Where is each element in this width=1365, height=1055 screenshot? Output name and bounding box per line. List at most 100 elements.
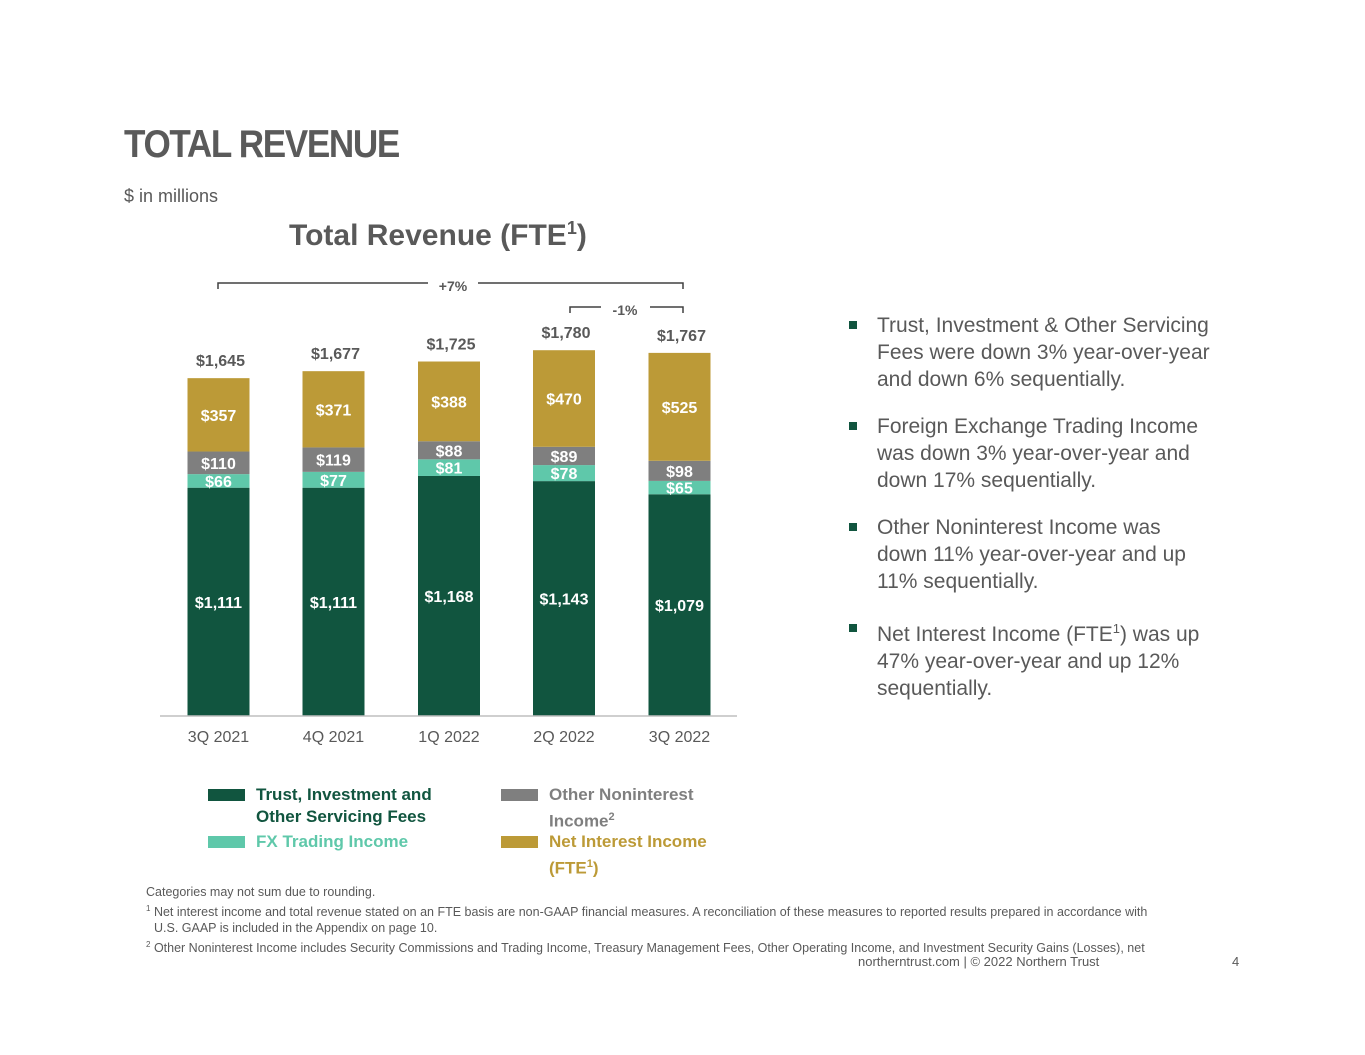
legend-swatch-other-noninterest [501,789,538,801]
legend-item-other-noninterest: Other Noninterest Income2 [501,784,694,833]
data-label-fx: $65 [666,481,693,498]
x-tick-label: 2Q 2022 [533,729,594,746]
bar-segment-other-noninterest [187,451,250,475]
data-label-other-noninterest: $110 [201,456,236,473]
page-number: 4 [1232,954,1240,969]
bullet-marker [849,523,857,531]
footnote-2-number: 2 [146,939,151,949]
footnote-1-line2: U.S. GAAP is included in the Appendix on… [154,921,438,936]
commentary-item: Other Noninterest Income was down 11% ye… [846,514,1266,595]
footnote-1: 1 Net interest income and total revenue … [146,901,1266,921]
commentary-line: Trust, Investment & Other Servicing [877,314,1209,337]
bar-segment-trust-fees [302,487,365,716]
bar-segment-nii [533,350,595,447]
chart-title-sup: 1 [566,218,577,238]
bullet-marker [849,624,857,632]
data-label-nii: $470 [546,392,582,409]
data-label-trust-fees: $1,079 [655,598,704,615]
commentary-line: Net Interest Income (FTE [877,623,1113,646]
yoy-change-label: +7% [439,278,468,294]
yoy-bracket [217,282,684,289]
commentary-line: sequentially. [877,677,993,700]
legend-swatch-nii [501,836,538,848]
footer-copyright: northerntrust.com | © 2022 Northern Trus… [858,954,1100,969]
data-label-nii: $371 [316,402,352,419]
commentary-line: Other Noninterest Income was [877,516,1161,539]
qoq-change-label: -1% [613,302,638,318]
data-label-fx: $66 [205,474,232,491]
bar-segment-trust-fees [187,487,250,716]
total-label: $1,725 [427,337,476,354]
data-label-trust-fees: $1,143 [540,592,589,609]
commentary-line: and down 6% sequentially. [877,368,1126,391]
bar-segment-nii [648,352,711,461]
commentary-line: down 17% sequentially. [877,469,1097,492]
legend-label-fx: FX Trading Income [256,832,409,851]
footnote-1-number: 1 [146,903,151,913]
data-label-other-noninterest: $98 [666,464,693,481]
legend-label-trust-fees: Trust, Investment and Other Servicing Fe… [256,784,432,828]
legend-label-other-line2: Income [549,811,609,831]
data-label-other-noninterest: $89 [551,449,578,466]
data-label-nii: $357 [201,408,237,425]
data-label-fx: $77 [320,473,347,490]
bar-segment-other-noninterest [648,460,711,481]
commentary-line: down 11% year-over-year and up [877,543,1186,566]
legend-label-other-line1: Other Noninterest [549,785,694,804]
bar-segment-other-noninterest [418,441,480,460]
legend-label-nii-sup: 1 [586,858,593,870]
data-label-fx: $81 [436,461,463,478]
legend-item-nii: Net Interest Income (FTE1) [501,831,707,880]
data-label-trust-fees: $1,111 [310,595,357,612]
legend-label-nii-line2: (FTE [549,858,587,878]
bar-segment-other-noninterest [533,446,595,466]
chart-title: Total Revenue (FTE1) [289,219,587,253]
total-label: $1,677 [311,346,360,363]
commentary-item: Foreign Exchange Trading Income was down… [846,413,1266,494]
page-title: TOTAL REVENUE [124,123,400,166]
bar-segment-nii [418,361,480,442]
footnote-2: 2 Other Noninterest Income includes Secu… [146,937,1266,957]
data-label-other-noninterest: $119 [316,453,351,470]
data-label-nii: $525 [662,400,698,417]
chart-title-close: ) [576,219,587,252]
commentary-line-tail: ) was up [1119,623,1200,646]
footnote-2-text: Other Noninterest Income includes Securi… [153,940,1145,955]
total-label: $1,780 [542,325,591,342]
commentary-item: Net Interest Income (FTE1) was up 47% ye… [846,615,1266,702]
legend-swatch-trust-fees [208,789,245,801]
x-tick-label: 3Q 2022 [649,729,710,746]
total-label: $1,645 [196,353,245,370]
legend-label-nii-line1: Net Interest Income [549,832,707,851]
chart-title-text: Total Revenue (FTE [289,219,567,252]
bar-segment-fx [533,465,595,482]
data-label-nii: $388 [431,394,467,411]
footnotes: Categories may not sum due to rounding. … [146,884,1266,956]
x-tick-label: 4Q 2021 [303,729,364,746]
bar-segment-fx [302,471,365,488]
bar-segment-trust-fees [648,494,711,716]
qoq-bracket [569,306,684,313]
data-label-trust-fees: $1,111 [195,595,242,612]
legend-label-other-noninterest: Other Noninterest Income2 [549,784,694,833]
legend-label-trust-fees-line1: Trust, Investment and [256,785,432,804]
revenue-chart: $1,111 $66$110 $357 $1,645 3Q 2021 $1,111 $77 $… [160,278,737,746]
legend-item-trust-fees: Trust, Investment and Other Servicing Fe… [208,784,432,828]
bar-segment-trust-fees [418,475,480,716]
total-label: $1,767 [657,328,706,345]
legend-label-trust-fees-line2: Other Servicing Fees [256,807,427,826]
commentary-line: Foreign Exchange Trading Income [877,415,1199,438]
x-tick-label: 1Q 2022 [418,729,479,746]
bar-segment-fx [418,459,480,476]
legend-label-nii: Net Interest Income (FTE1) [549,831,707,880]
bar-segment-trust-fees [533,481,595,716]
data-label-other-noninterest: $88 [436,443,463,460]
commentary-line: Fees were down 3% year-over-year [877,341,1210,364]
x-tick-label: 3Q 2021 [188,729,249,746]
commentary-sup: 1 [1112,621,1120,636]
data-label-trust-fees: $1,168 [425,589,474,606]
bullet-marker [849,321,857,329]
bar-segment-nii [302,371,365,448]
legend-label-other-sup: 2 [608,811,615,823]
commentary-line: 47% year-over-year and up 12% [877,650,1180,673]
